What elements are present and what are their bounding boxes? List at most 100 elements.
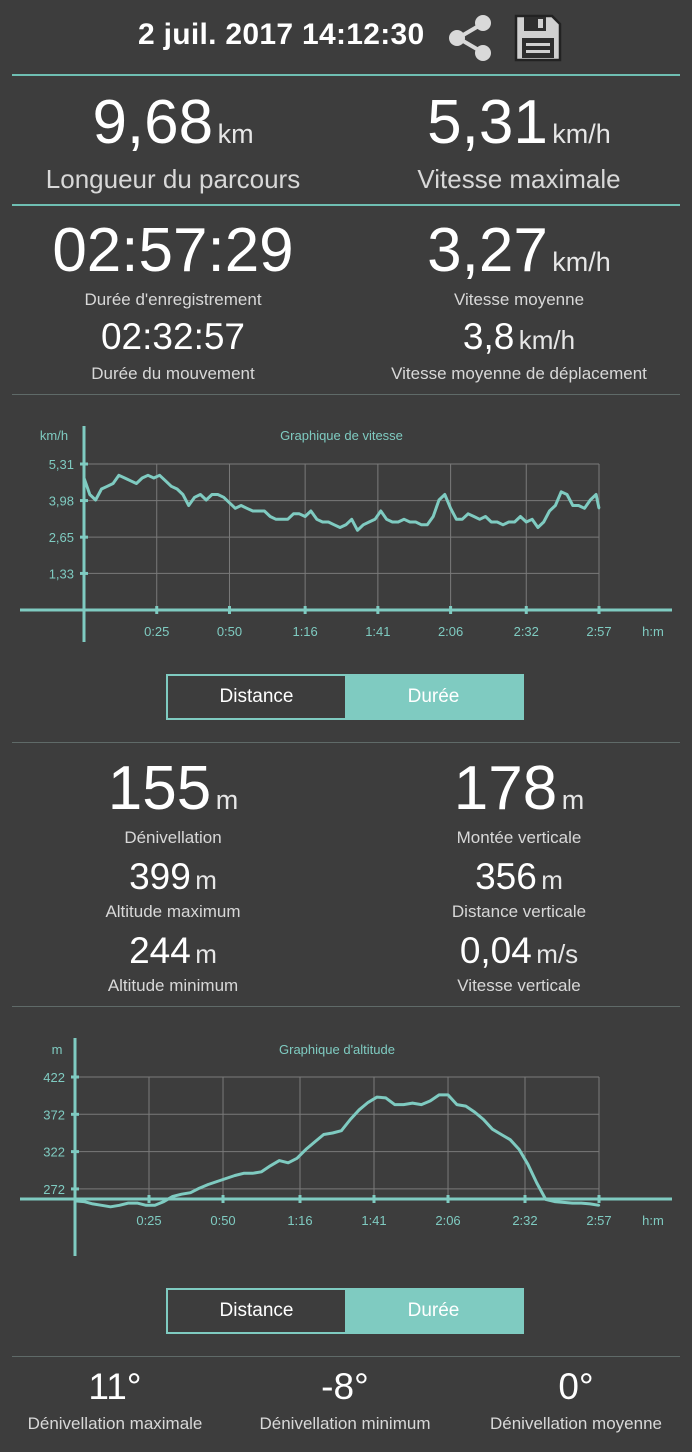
speed-data-point	[146, 474, 150, 477]
speed-data-point	[88, 493, 92, 496]
speed-data-point	[135, 482, 138, 485]
alt-data-point	[402, 1103, 405, 1106]
alt-x-tick-label: 1:41	[361, 1213, 386, 1228]
alt-data-point	[508, 1138, 512, 1141]
speed-data-point	[461, 518, 464, 521]
speed-data-point	[292, 512, 295, 515]
speed-data-point	[379, 509, 382, 513]
speed-data-point	[565, 493, 569, 496]
speed-data-point	[397, 520, 400, 524]
speed-data-point	[152, 476, 156, 480]
speed-data-point	[426, 523, 429, 526]
speed-data-point	[484, 515, 487, 518]
alt-data-point	[517, 1148, 521, 1151]
altitude-chart-toggle[interactable]: Distance Durée	[166, 1288, 524, 1334]
speed-data-point	[123, 476, 126, 480]
speed-data-point	[559, 490, 563, 493]
alt-x-tick-label: 2:57	[586, 1213, 611, 1228]
speed-data-point	[140, 476, 144, 480]
speed-chart[interactable]: Graphique de vitesse km/h h:m 5,31 3,98 2,65 1…	[0, 410, 692, 650]
alt-y-tick-label: 372	[43, 1107, 65, 1122]
speed-data-point	[205, 498, 208, 502]
elevation-label: Dénivellation	[124, 828, 222, 847]
speed-data-point	[239, 504, 243, 507]
speed-data-point	[199, 493, 202, 496]
move-duration-value: 02:32:57	[100, 316, 246, 357]
distance-stat: 9,68 km	[0, 92, 346, 154]
alt-x-tick-label: 0:50	[210, 1213, 235, 1228]
avg-move-speed-unit: km/h	[518, 325, 576, 355]
alt-data-point	[162, 1200, 166, 1203]
alt-toggle-distance[interactable]: Distance	[219, 1300, 294, 1321]
alt-series-line	[74, 1093, 600, 1209]
speed-data-point	[455, 518, 458, 521]
save-icon[interactable]	[512, 12, 564, 64]
speed-data-point	[82, 476, 86, 480]
alt-data-point	[269, 1164, 272, 1167]
page-title: 2 juil. 2017 14:12:30	[138, 18, 425, 51]
speed-data-point	[583, 507, 586, 510]
speed-data-point	[338, 526, 342, 529]
alt-toggle-duration[interactable]: Durée	[345, 1290, 522, 1332]
alt-data-point	[535, 1181, 539, 1185]
min-alt-value: 244	[129, 930, 191, 971]
speed-data-point	[362, 523, 365, 526]
speed-x-tick-label: 1:16	[292, 624, 317, 639]
alt-data-point	[198, 1186, 201, 1190]
speed-data-point	[391, 520, 394, 524]
speed-data-point	[466, 512, 470, 515]
max-speed-label: Vitesse maximale	[417, 164, 621, 194]
speed-x-tick-label: 2:32	[514, 624, 539, 639]
avg-speed-label: Vitesse moyenne	[453, 290, 585, 309]
avg-speed-stat: 3,27 km/h	[346, 220, 692, 282]
share-icon[interactable]	[444, 12, 496, 64]
alt-data-point	[304, 1148, 308, 1151]
speed-data-point	[129, 479, 132, 482]
speed-data-point	[443, 493, 446, 496]
alt-data-point	[153, 1204, 157, 1207]
speed-data-point	[597, 507, 601, 510]
rec-duration-label: Durée d'enregistrement	[84, 290, 262, 309]
alt-data-point	[91, 1202, 94, 1206]
vert-speed-unit: m/s	[536, 939, 579, 969]
alt-data-point	[109, 1205, 112, 1209]
min-alt-stat: 244 m	[0, 932, 346, 970]
speed-y-axis-label: km/h	[40, 428, 68, 443]
speed-data-point	[298, 512, 301, 515]
alt-y-axis-label: m	[52, 1042, 63, 1057]
speed-data-point	[327, 520, 330, 524]
speed-toggle-distance[interactable]: Distance	[219, 686, 294, 707]
alt-data-point	[100, 1204, 103, 1207]
speed-data-point	[263, 509, 266, 513]
alt-y-tick-label: 422	[43, 1070, 65, 1085]
speed-x-tick-label: 2:06	[438, 624, 463, 639]
elevation-value: 155	[107, 754, 212, 823]
avg-speed-unit: km/h	[552, 247, 611, 277]
speed-data-point	[449, 507, 452, 510]
rec-duration-value: 02:57:29	[52, 216, 294, 285]
speed-data-point	[594, 493, 598, 496]
alt-data-point	[242, 1172, 245, 1175]
alt-data-point	[127, 1201, 130, 1205]
slope-max-label: Dénivellation maximale	[27, 1414, 203, 1433]
speed-data-point	[315, 518, 318, 521]
slope-avg-stat: 0° Dénivellation moyenne	[460, 1368, 692, 1434]
speed-data-point	[106, 485, 109, 488]
speed-data-point	[356, 529, 359, 532]
ascent-unit: m	[561, 785, 585, 815]
altitude-chart[interactable]: Graphique d'altitude m h:m 422 372 322 272 0:25…	[0, 1024, 692, 1264]
alt-data-point	[251, 1172, 254, 1175]
speed-toggle-duration[interactable]: Durée	[345, 676, 522, 718]
alt-data-point	[437, 1093, 441, 1097]
alt-y-tick-label: 272	[43, 1182, 65, 1197]
speed-data-point	[309, 509, 313, 513]
alt-x-tick-label: 1:16	[287, 1213, 312, 1228]
speed-chart-toggle[interactable]: Distance Durée	[166, 674, 524, 720]
speed-data-point	[245, 507, 249, 510]
speed-data-point	[111, 482, 115, 485]
speed-data-point	[525, 520, 528, 524]
alt-data-point	[597, 1204, 601, 1207]
distance-unit: km	[217, 119, 254, 149]
speed-data-point	[548, 509, 551, 513]
alt-x-tick-label: 2:32	[512, 1213, 537, 1228]
